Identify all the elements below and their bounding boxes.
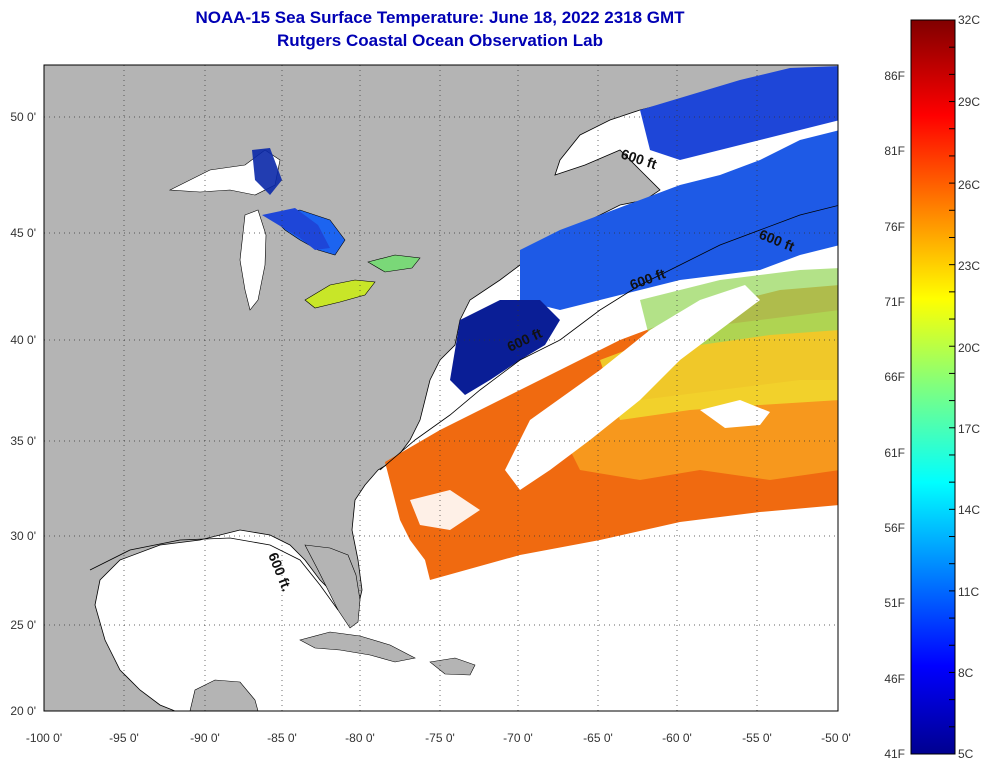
map-title: NOAA-15 Sea Surface Temperature: June 18… — [195, 8, 685, 27]
lon-label-80: -80 0' — [345, 731, 375, 745]
cloud-cover-patch — [700, 400, 770, 428]
north-america-land — [44, 65, 838, 711]
lon-label-85: -85 0' — [267, 731, 297, 745]
lon-label-70: -70 0' — [503, 731, 533, 745]
lat-label-25: 25 0' — [10, 618, 36, 632]
cuba-island — [299, 631, 416, 663]
lon-label-75: -75 0' — [425, 731, 455, 745]
lon-label-90: -90 0' — [190, 731, 220, 745]
cloud-cover-south — [410, 490, 480, 530]
hispaniola-island — [429, 657, 476, 676]
sst-gulf-of-maine — [450, 300, 560, 395]
florida-peninsula — [304, 544, 361, 629]
frame-border — [43, 64, 839, 712]
lake-michigan-sst — [252, 148, 282, 195]
lake-erie — [304, 279, 376, 309]
lon-label-55: -55 0' — [742, 731, 772, 745]
lake-ontario — [367, 254, 421, 273]
map-subtitle: Rutgers Coastal Ocean Observation Lab — [277, 31, 603, 50]
lon-label-65: -65 0' — [583, 731, 613, 745]
sst-labrador-blue — [640, 66, 838, 160]
lat-label-40: 40 0' — [10, 333, 36, 347]
lon-label-60: -60 0' — [662, 731, 692, 745]
contour-600ft-gulf — [89, 537, 339, 611]
lat-label-20: 20 0' — [10, 704, 36, 718]
cloud-cover-band — [505, 285, 760, 490]
lake-superior-sst — [262, 208, 330, 250]
lake-michigan — [239, 209, 267, 311]
lat-label-50: 50 0' — [10, 110, 36, 124]
lon-label-95: -95 0' — [109, 731, 139, 745]
contour-600ft-atlantic — [379, 205, 838, 471]
lon-label-50: -50 0' — [821, 731, 851, 745]
lat-label-35: 35 0' — [10, 434, 36, 448]
lat-label-45: 45 0' — [10, 226, 36, 240]
lon-label-100: -100 0' — [26, 731, 62, 745]
yucatan-peninsula — [189, 679, 259, 711]
sst-northeast-blue — [520, 130, 838, 310]
lat-label-30: 30 0' — [10, 529, 36, 543]
